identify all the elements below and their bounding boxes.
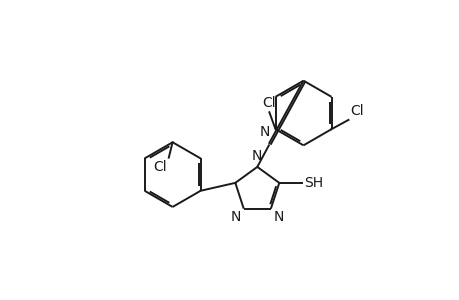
Text: SH: SH [303, 176, 322, 190]
Text: Cl: Cl [153, 160, 167, 174]
Text: N: N [259, 125, 269, 139]
Text: Cl: Cl [262, 96, 275, 110]
Text: N: N [273, 210, 283, 224]
Text: N: N [230, 210, 241, 224]
Text: N: N [252, 149, 262, 163]
Text: Cl: Cl [349, 104, 363, 118]
